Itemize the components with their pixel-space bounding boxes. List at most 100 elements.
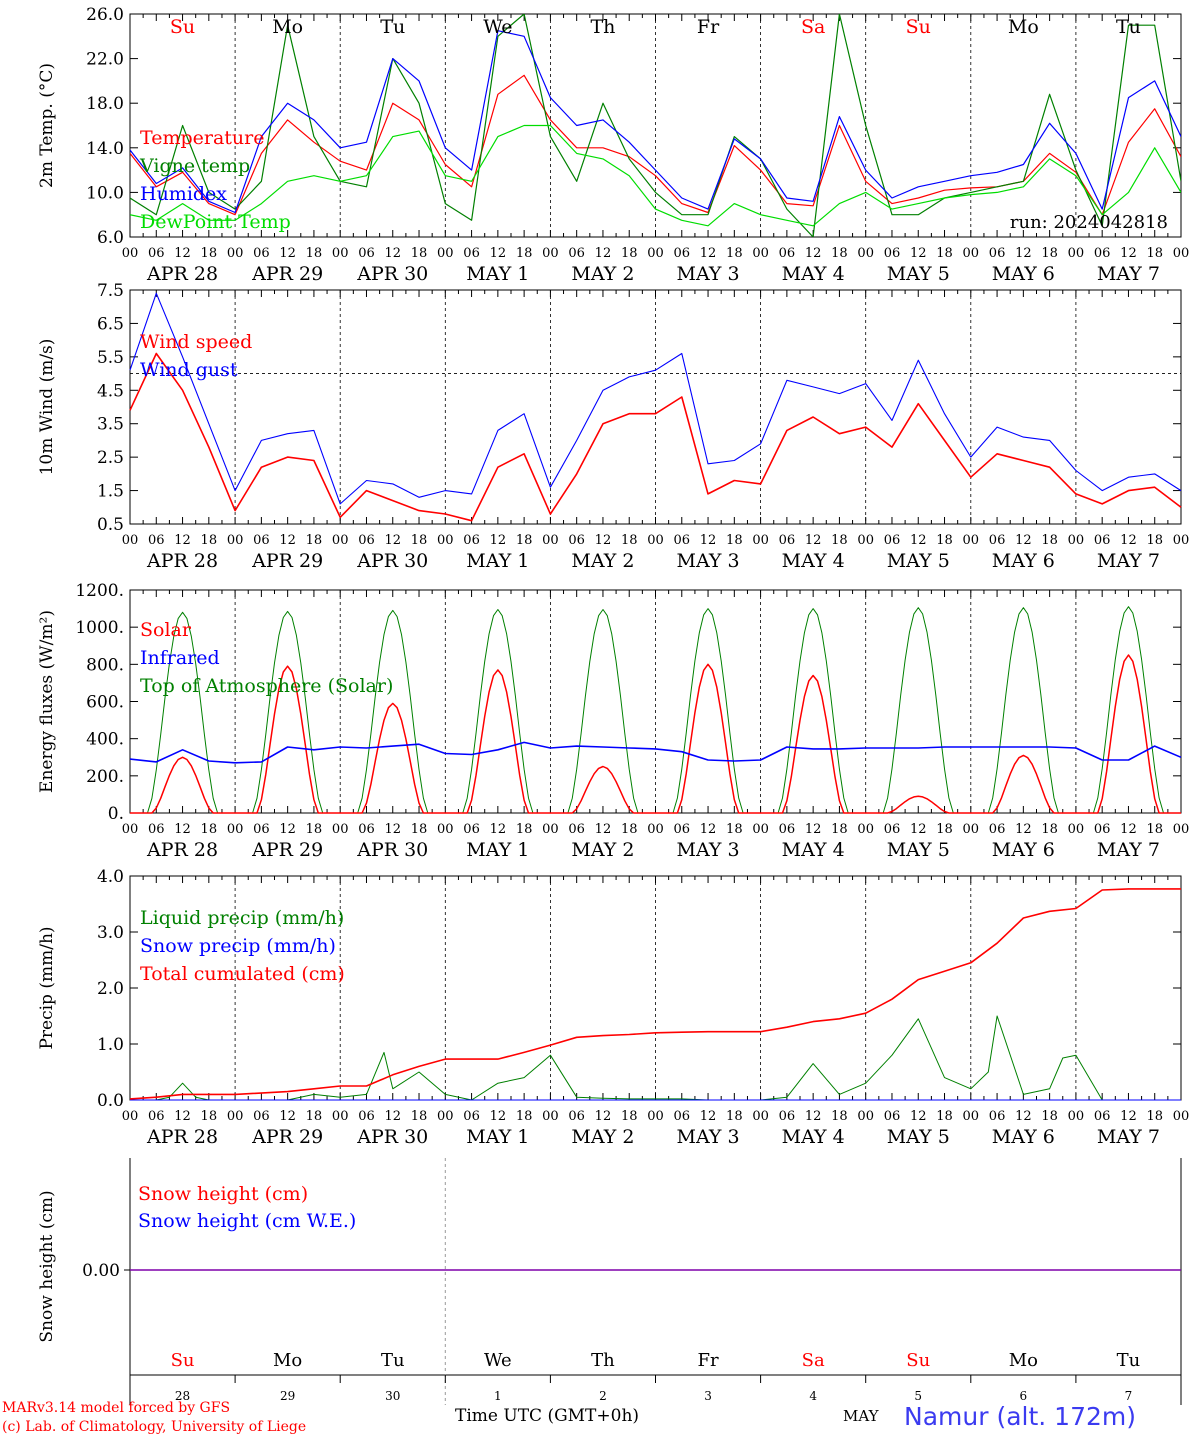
x-tick-label: 06: [989, 533, 1006, 548]
x-tick-label: 00: [437, 822, 454, 837]
x-tick-label: 00: [122, 533, 139, 548]
x-tick-label: 12: [910, 246, 927, 261]
legend-total-cumulated-cm-: Total cumulated (cm): [140, 963, 345, 985]
x-tick-label: 18: [1041, 533, 1058, 548]
x-tick-label: 18: [831, 533, 848, 548]
series-liquid-precip-mm-h-: [130, 1015, 1181, 1101]
day-label: APR 28: [146, 839, 218, 861]
x-tick-label: 06: [463, 533, 480, 548]
day-label: APR 29: [251, 839, 323, 861]
x-tick-label: 12: [805, 822, 822, 837]
x-tick-label: 00: [963, 1109, 980, 1124]
x-tick-label: 06: [884, 246, 901, 261]
x-tick-label: 06: [148, 822, 165, 837]
x-tick-label: 06: [253, 533, 270, 548]
y-tick-label: 3.5: [97, 415, 124, 435]
x-tick-label: 12: [279, 246, 296, 261]
x-tick-label: 12: [490, 533, 507, 548]
y-tick-label: 26.0: [86, 5, 124, 25]
y-tick-label: 7.5: [97, 281, 124, 301]
x-tick-label: 06: [779, 822, 796, 837]
x-tick-label: 12: [805, 533, 822, 548]
day-number: 7: [1125, 1389, 1133, 1403]
day-number: 29: [280, 1389, 295, 1403]
month-label: MAY: [843, 1407, 879, 1425]
x-tick-label: 18: [726, 246, 743, 261]
y-tick-label: 2.5: [97, 448, 124, 468]
x-tick-label: 12: [1120, 1109, 1137, 1124]
x-tick-label: 06: [568, 246, 585, 261]
x-tick-label: 00: [752, 533, 769, 548]
x-tick-label: 18: [831, 246, 848, 261]
x-tick-label: 18: [621, 246, 638, 261]
x-tick-label: 00: [963, 822, 980, 837]
x-tick-label: 06: [779, 246, 796, 261]
x-tick-label: 12: [174, 533, 191, 548]
legend-solar: Solar: [140, 619, 192, 641]
x-tick-label: 12: [910, 533, 927, 548]
x-tick-label: 00: [1068, 1109, 1085, 1124]
legend-humidex: Humidex: [140, 183, 227, 205]
x-tick-label: 18: [516, 822, 533, 837]
x-tick-label: 00: [857, 246, 874, 261]
day-label: MAY 2: [571, 550, 634, 572]
day-label: APR 28: [146, 263, 218, 285]
station-label: Namur (alt. 172m): [904, 1402, 1136, 1431]
x-tick-label: 18: [726, 822, 743, 837]
legend-snow-height-cm-: Snow height (cm): [138, 1183, 308, 1205]
day-label: MAY 5: [887, 550, 950, 572]
y-axis-label: Energy fluxes (W/m²): [37, 610, 57, 793]
x-tick-label: 12: [1015, 246, 1032, 261]
x-tick-label: 00: [332, 822, 349, 837]
y-tick-label: 1.0: [97, 1035, 124, 1055]
x-tick-label: 18: [411, 246, 428, 261]
day-label: APR 29: [251, 263, 323, 285]
legend-snow-precip-mm-h-: Snow precip (mm/h): [140, 935, 336, 957]
weekday-label: Mo: [1008, 16, 1039, 38]
x-tick-label: 12: [279, 822, 296, 837]
x-tick-label: 00: [1173, 533, 1190, 548]
x-tick-label: 18: [1041, 246, 1058, 261]
weekday-label: Tu: [381, 1350, 405, 1371]
x-tick-label: 18: [726, 1109, 743, 1124]
legend-wind-speed: Wind speed: [140, 331, 252, 353]
series-temperature: [130, 74, 1181, 216]
day-label: MAY 6: [992, 839, 1055, 861]
x-tick-label: 18: [831, 822, 848, 837]
day-label: MAY 1: [466, 839, 529, 861]
x-tick-label: 00: [857, 1109, 874, 1124]
x-tick-label: 12: [174, 246, 191, 261]
weekday-label: Mo: [1009, 1350, 1038, 1371]
legend-vigne-temp: Vigne temp: [139, 155, 250, 177]
x-tick-label: 12: [805, 1109, 822, 1124]
y-tick-label: 400.: [86, 730, 124, 750]
day-label: MAY 7: [1097, 839, 1160, 861]
x-tick-label: 06: [568, 822, 585, 837]
x-tick-label: 00: [332, 246, 349, 261]
x-tick-label: 06: [674, 533, 691, 548]
x-tick-label: 06: [463, 1109, 480, 1124]
panel-frame-3: [129, 589, 1182, 814]
y-tick-label: 6.0: [97, 228, 124, 248]
y-tick-label: 5.5: [97, 348, 124, 368]
legend-wind-gust: Wind gust: [140, 359, 238, 381]
legend-infrared: Infrared: [140, 647, 220, 669]
x-tick-label: 06: [1094, 533, 1111, 548]
x-tick-label: 06: [884, 822, 901, 837]
credit-line-model: MARv3.14 model forced by GFS: [2, 1400, 231, 1416]
x-tick-label: 00: [1068, 246, 1085, 261]
x-tick-label: 18: [306, 246, 323, 261]
day-label: MAY 3: [677, 263, 740, 285]
y-axis-label: Snow height (cm): [37, 1190, 57, 1342]
x-tick-label: 12: [384, 822, 401, 837]
weekday-label: Mo: [273, 1350, 302, 1371]
y-axis-label: 2m Temp. (°C): [37, 63, 57, 188]
x-tick-label: 18: [1041, 822, 1058, 837]
x-tick-label: 00: [857, 533, 874, 548]
x-tick-label: 12: [1120, 246, 1137, 261]
y-axis-label: Precip (mm/h): [37, 926, 57, 1049]
day-label: APR 30: [356, 1126, 428, 1148]
weekday-label: Sa: [801, 16, 825, 38]
series-wind-speed: [129, 352, 1182, 522]
